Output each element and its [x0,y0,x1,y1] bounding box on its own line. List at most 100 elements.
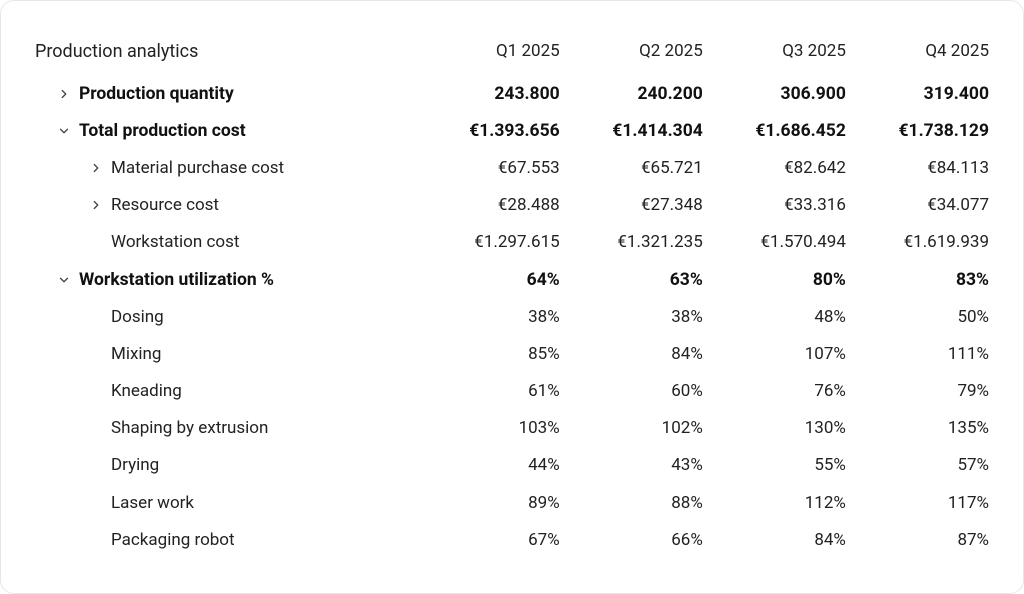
chevron-right-icon[interactable] [57,87,79,101]
value-cell: €33.316 [703,187,846,224]
column-header: Q3 2025 [703,27,846,75]
value-cell: 103% [417,410,560,447]
table-row: Production quantity243.800240.200306.900… [35,75,989,112]
value-cell: €67.553 [417,149,560,186]
value-cell: 240.200 [560,75,703,112]
row-label-cell: Workstation cost [35,224,417,261]
chevron-down-icon[interactable] [57,273,79,287]
value-cell: 319.400 [846,75,989,112]
value-cell: 66% [560,521,703,558]
chevron-right-icon[interactable] [89,161,111,175]
row-label-cell: Dosing [35,298,417,335]
value-cell: 57% [846,447,989,484]
row-label: Resource cost [111,195,219,215]
row-label: Drying [111,455,159,475]
value-cell: 55% [703,447,846,484]
value-cell: 60% [560,373,703,410]
value-cell: €84.113 [846,149,989,186]
value-cell: 135% [846,410,989,447]
table-row: Workstation utilization % 64%63%80%83% [35,261,989,298]
column-header: Q4 2025 [846,27,989,75]
row-label-cell: Shaping by extrusion [35,410,417,447]
value-cell: 102% [560,410,703,447]
table-row: Dosing38%38%48%50% [35,298,989,335]
value-cell: €1.393.656 [417,112,560,149]
row-label-cell: Laser work [35,484,417,521]
table-row: Total production cost €1.393.656€1.414.30… [35,112,989,149]
row-label-cell: Resource cost [35,187,417,224]
table-row: Material purchase cost €67.553€65.721€82.… [35,149,989,186]
value-cell: 306.900 [703,75,846,112]
row-label: Mixing [111,344,161,364]
column-header: Q2 2025 [560,27,703,75]
row-label-cell: Workstation utilization % [35,261,417,298]
value-cell: €1.321.235 [560,224,703,261]
value-cell: 44% [417,447,560,484]
chevron-right-icon[interactable] [89,198,111,212]
value-cell: €1.738.129 [846,112,989,149]
value-cell: 50% [846,298,989,335]
value-cell: 87% [846,521,989,558]
value-cell: 89% [417,484,560,521]
value-cell: 76% [703,373,846,410]
row-label: Shaping by extrusion [111,418,268,438]
row-label-cell: Production quantity [35,75,417,112]
value-cell: 83% [846,261,989,298]
value-cell: 88% [560,484,703,521]
row-label-cell: Total production cost [35,112,417,149]
table-row: Laser work 89%88%112%117% [35,484,989,521]
row-label: Dosing [111,307,164,327]
value-cell: €1.686.452 [703,112,846,149]
value-cell: 63% [560,261,703,298]
value-cell: 85% [417,335,560,372]
value-cell: 84% [560,335,703,372]
table-row: Drying 44%43%55%57% [35,447,989,484]
value-cell: €28.488 [417,187,560,224]
row-label: Material purchase cost [111,158,284,178]
row-label-cell: Mixing [35,335,417,372]
value-cell: 111% [846,335,989,372]
analytics-table: Production analytics Q1 2025 Q2 2025 Q3 … [35,27,989,558]
table-title: Production analytics [35,27,417,75]
value-cell: 61% [417,373,560,410]
value-cell: €65.721 [560,149,703,186]
value-cell: 79% [846,373,989,410]
value-cell: €1.297.615 [417,224,560,261]
row-label-cell: Drying [35,447,417,484]
value-cell: 67% [417,521,560,558]
value-cell: 84% [703,521,846,558]
value-cell: 48% [703,298,846,335]
table-header-row: Production analytics Q1 2025 Q2 2025 Q3 … [35,27,989,75]
row-label: Kneading [111,381,182,401]
value-cell: €82.642 [703,149,846,186]
table-row: Workstation cost €1.297.615€1.321.235€1.5… [35,224,989,261]
value-cell: 107% [703,335,846,372]
value-cell: 117% [846,484,989,521]
table-row: Kneading 61%60%76%79% [35,373,989,410]
value-cell: €34.077 [846,187,989,224]
value-cell: 80% [703,261,846,298]
row-label-cell: Kneading [35,373,417,410]
value-cell: 38% [560,298,703,335]
value-cell: €1.414.304 [560,112,703,149]
table-row: Resource cost €28.488€27.348€33.316€34.07… [35,187,989,224]
row-label: Laser work [111,493,194,513]
row-label: Workstation utilization % [79,270,274,290]
value-cell: 43% [560,447,703,484]
table-row: Mixing 85%84%107%111% [35,335,989,372]
column-header: Q1 2025 [417,27,560,75]
row-label: Workstation cost [111,232,239,252]
value-cell: €1.570.494 [703,224,846,261]
value-cell: 64% [417,261,560,298]
value-cell: €27.348 [560,187,703,224]
value-cell: 112% [703,484,846,521]
row-label: Packaging robot [111,530,235,550]
table-row: Shaping by extrusion 103%102%130%135% [35,410,989,447]
chevron-down-icon[interactable] [57,124,79,138]
value-cell: 243.800 [417,75,560,112]
value-cell: 130% [703,410,846,447]
table-row: Packaging robot 67%66%84%87% [35,521,989,558]
row-label-cell: Material purchase cost [35,149,417,186]
analytics-card: Production analytics Q1 2025 Q2 2025 Q3 … [0,0,1024,594]
row-label: Total production cost [79,121,246,141]
